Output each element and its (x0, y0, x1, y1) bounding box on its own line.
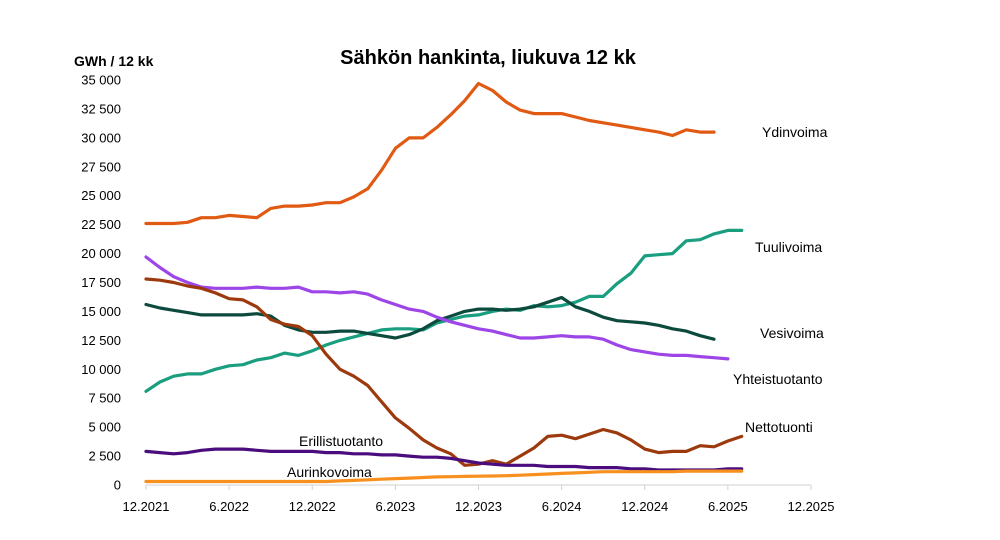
series-label-nettotuonti: Nettotuonti (745, 419, 813, 435)
x-tick-label: 6.2023 (375, 499, 415, 514)
x-axis: 12.2021 6.2022 12.2022 6.2023 12.2023 6.2024 1… (123, 484, 835, 514)
x-tick-label: 12.2025 (788, 499, 835, 514)
y-tick-label: 0 (114, 478, 121, 493)
y-tick-label: 12 500 (81, 333, 121, 348)
y-axis-title: GWh / 12 kk (74, 53, 154, 69)
series-line-yhteistuotanto (144, 255, 730, 361)
plot-area (144, 81, 744, 484)
series-labels: Ydinvoima Tuulivoima Vesivoima Yhteistuotan… (287, 124, 828, 480)
y-tick-label: 22 500 (81, 217, 121, 232)
series-label-aurinkovoima: Aurinkovoima (287, 464, 372, 480)
x-tick-label: 6.2022 (209, 499, 249, 514)
y-axis: 0 2 500 5 000 7 500 10 000 12 500 15 000 17 500… (81, 73, 121, 493)
x-tick-label: 12.2024 (621, 499, 668, 514)
series-line-tuulivoima (144, 228, 744, 393)
y-tick-label: 32 500 (81, 101, 121, 116)
series-line-ydinvoima (144, 81, 716, 226)
y-tick-label: 25 000 (81, 188, 121, 203)
y-tick-label: 10 000 (81, 362, 121, 377)
x-tick-label: 6.2025 (708, 499, 748, 514)
chart-title: Sähkön hankinta, liukuva 12 kk (340, 47, 637, 69)
x-tick-label: 12.2021 (123, 499, 170, 514)
y-tick-label: 7 500 (88, 391, 121, 406)
y-tick-label: 5 000 (88, 420, 121, 435)
series-line-erillistuotanto (144, 447, 744, 472)
y-tick-label: 20 000 (81, 246, 121, 261)
series-line-nettotuonti (144, 277, 744, 467)
y-tick-label: 17 500 (81, 275, 121, 290)
y-tick-label: 35 000 (81, 73, 121, 88)
x-tick-label: 12.2023 (455, 499, 502, 514)
y-tick-label: 15 000 (81, 304, 121, 319)
series-label-tuulivoima: Tuulivoima (755, 239, 822, 255)
x-tick-label: 6.2024 (542, 499, 582, 514)
x-tick-label: 12.2022 (289, 499, 336, 514)
series-line-vesivoima (144, 295, 716, 341)
y-tick-label: 27 500 (81, 159, 121, 174)
y-tick-label: 2 500 (88, 449, 121, 464)
series-line-aurinkovoima (144, 469, 744, 484)
series-label-ydinvoima: Ydinvoima (762, 124, 828, 140)
series-label-yhteistuotanto: Yhteistuotanto (733, 371, 823, 387)
y-tick-label: 30 000 (81, 130, 121, 145)
series-label-vesivoima: Vesivoima (760, 325, 824, 341)
series-label-erillistuotanto: Erillistuotanto (299, 433, 383, 449)
